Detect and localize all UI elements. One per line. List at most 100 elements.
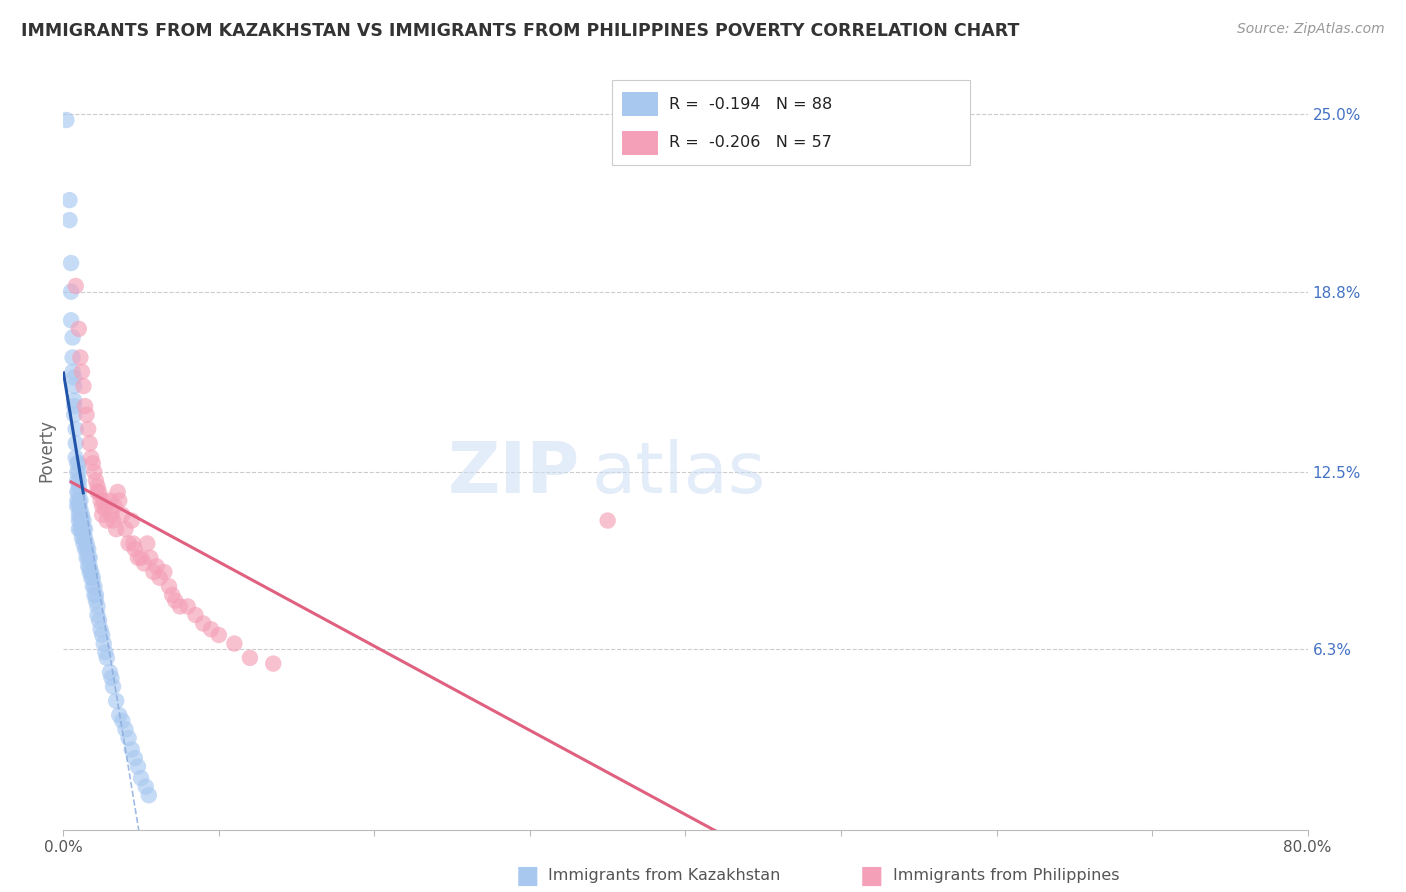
Point [193, 616, 215, 631]
Point [90, 493, 112, 508]
Text: atlas: atlas [592, 439, 766, 508]
Point [72, 379, 94, 393]
Point [77, 550, 100, 565]
Point [83, 588, 105, 602]
Point [66, 500, 89, 514]
Point [80, 565, 103, 579]
Point [91, 508, 114, 522]
Point [142, 565, 165, 579]
Point [145, 559, 167, 574]
Point [65, 450, 87, 465]
Point [69, 502, 91, 516]
Point [79, 436, 101, 450]
Point [77, 542, 100, 557]
Point [66, 474, 89, 488]
Point [60, 285, 83, 299]
Point [86, 479, 108, 493]
Point [90, 622, 112, 636]
Point [67, 514, 90, 528]
Point [105, 522, 128, 536]
Point [60, 256, 83, 270]
Point [73, 531, 96, 545]
Point [79, 559, 101, 574]
Point [83, 579, 105, 593]
Point [122, 536, 145, 550]
Point [100, 508, 122, 522]
Text: ■: ■ [516, 864, 538, 888]
Point [76, 408, 98, 422]
Point [63, 370, 86, 384]
Point [224, 637, 246, 651]
Point [69, 351, 91, 365]
Point [127, 759, 149, 773]
Point [67, 508, 90, 522]
Point [58, 213, 80, 227]
Point [77, 422, 100, 436]
Point [98, 665, 121, 680]
Point [82, 571, 104, 585]
Point [100, 671, 122, 685]
Point [67, 465, 90, 479]
Point [69, 508, 91, 522]
Point [84, 474, 107, 488]
Point [93, 637, 115, 651]
Point [129, 550, 152, 565]
Text: Immigrants from Kazakhstan: Immigrants from Kazakhstan [548, 869, 780, 883]
Point [76, 542, 98, 557]
Point [72, 514, 94, 528]
Text: Source: ZipAtlas.com: Source: ZipAtlas.com [1237, 22, 1385, 37]
Point [111, 508, 134, 522]
Point [101, 514, 124, 528]
Point [165, 593, 187, 607]
FancyBboxPatch shape [612, 80, 970, 165]
Point [136, 536, 159, 550]
Point [62, 365, 84, 379]
Point [108, 493, 131, 508]
Point [80, 571, 103, 585]
Point [121, 514, 143, 528]
Point [121, 742, 143, 756]
Point [129, 771, 152, 785]
Point [63, 399, 86, 413]
Point [86, 607, 108, 622]
Point [111, 714, 134, 728]
Point [169, 599, 191, 614]
Point [114, 522, 136, 536]
Point [55, 113, 77, 128]
Point [114, 723, 136, 737]
Point [72, 536, 94, 550]
Point [66, 485, 89, 500]
Point [177, 599, 200, 614]
Bar [623, 92, 658, 116]
Point [134, 557, 156, 571]
Point [91, 500, 114, 514]
Point [124, 751, 146, 765]
Point [69, 522, 91, 536]
Bar [623, 131, 658, 155]
Point [108, 708, 131, 723]
Point [200, 622, 222, 636]
Point [70, 365, 93, 379]
Point [87, 485, 110, 500]
Point [73, 522, 96, 536]
Point [67, 500, 90, 514]
Point [93, 493, 115, 508]
Point [77, 559, 100, 574]
Point [262, 657, 284, 671]
Point [60, 313, 83, 327]
Point [72, 531, 94, 545]
Point [135, 780, 157, 794]
Point [84, 593, 107, 607]
Y-axis label: Poverty: Poverty [37, 419, 55, 482]
Point [239, 651, 262, 665]
Point [72, 522, 94, 536]
Point [69, 493, 91, 508]
Point [87, 614, 110, 628]
Point [94, 502, 117, 516]
Point [80, 450, 103, 465]
Point [70, 522, 93, 536]
Text: R =  -0.206   N = 57: R = -0.206 N = 57 [669, 136, 832, 151]
Point [62, 351, 84, 365]
Point [86, 599, 108, 614]
Point [117, 731, 139, 745]
